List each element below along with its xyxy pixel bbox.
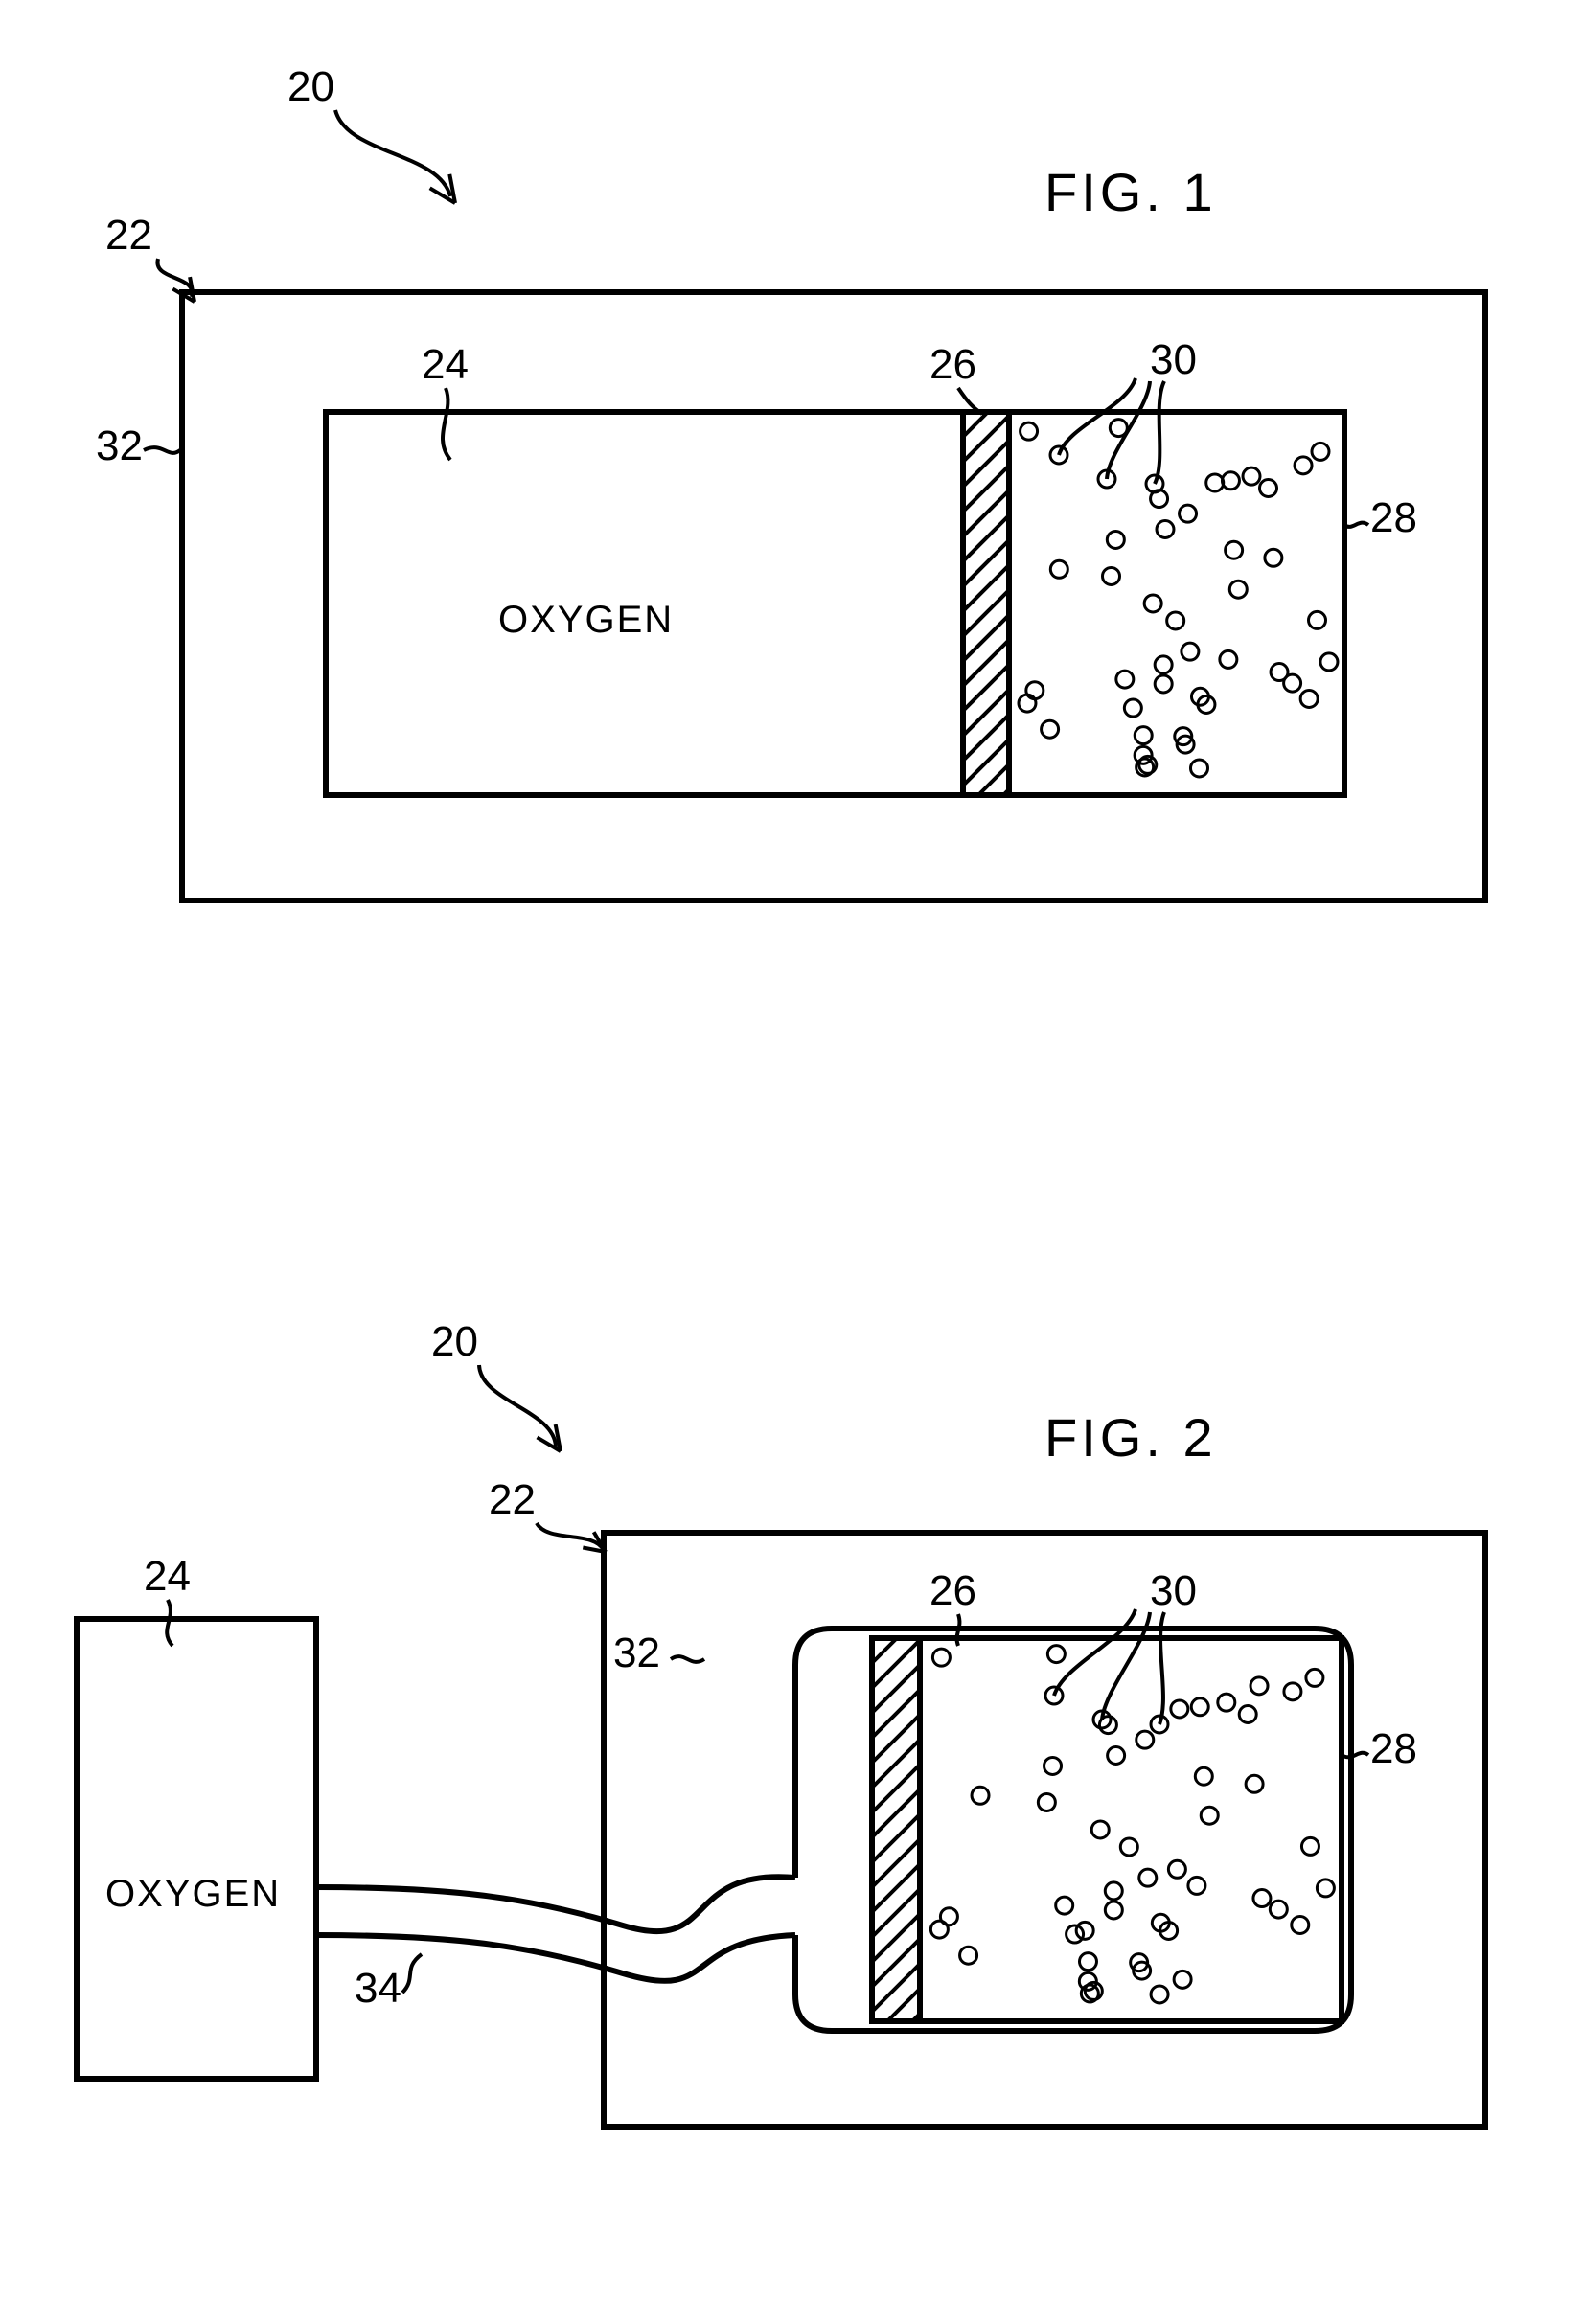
label-34: 34: [355, 1965, 401, 2012]
label-30: 30: [1150, 1567, 1197, 1614]
label-30: 30: [1150, 336, 1197, 383]
figure-2: FIG. 2 20 22 32 OXYGEN 24 34 26 30 28: [77, 1318, 1485, 2127]
label-28: 28: [1370, 1725, 1417, 1772]
label-32: 32: [96, 422, 143, 469]
label-20: 20: [431, 1318, 478, 1365]
label-22: 22: [489, 1476, 536, 1523]
fig1-title: FIG. 1: [1044, 162, 1217, 222]
label-32: 32: [613, 1629, 660, 1676]
label-28: 28: [1370, 494, 1417, 541]
label-22: 22: [105, 212, 152, 259]
figure-1: OXYGEN FIG. 1 20 22 32 24 26 30 28: [96, 63, 1485, 900]
oxygen-label: OXYGEN: [498, 599, 674, 641]
label-26: 26: [929, 341, 976, 388]
label-24: 24: [144, 1553, 191, 1600]
label-26: 26: [929, 1567, 976, 1614]
oxygen-label: OXYGEN: [105, 1873, 281, 1915]
fig2-title: FIG. 2: [1044, 1407, 1217, 1468]
label-24: 24: [422, 341, 469, 388]
label-20: 20: [287, 63, 334, 110]
